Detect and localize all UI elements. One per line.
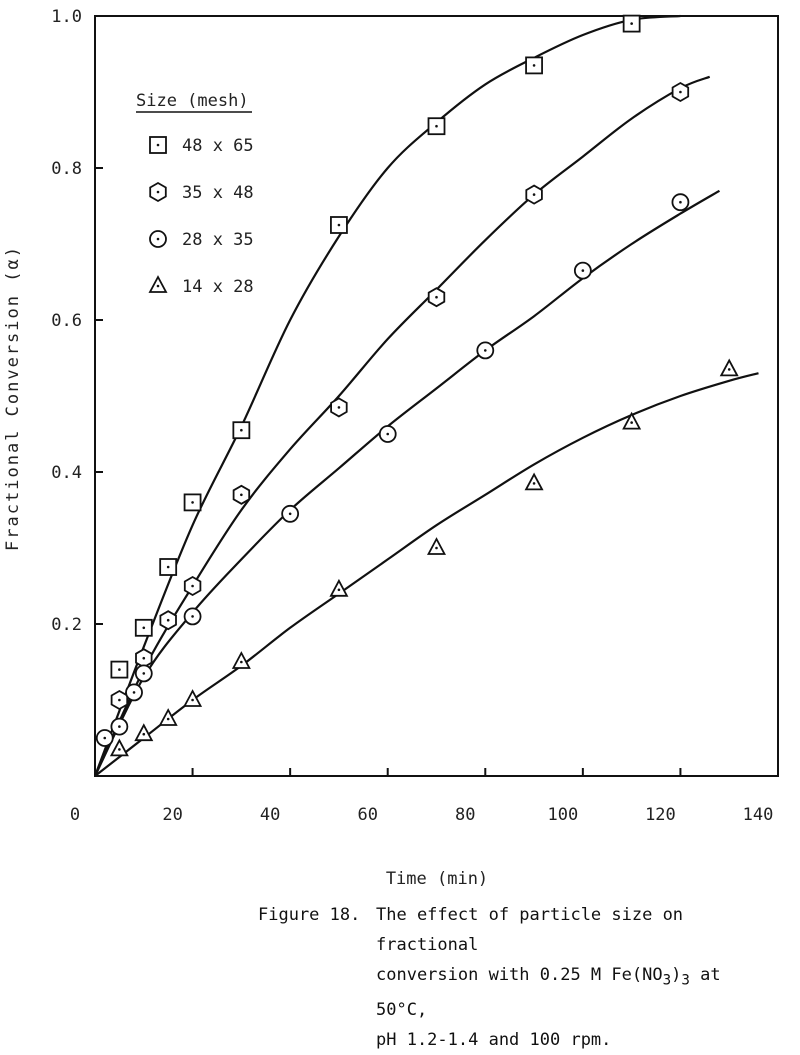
fit-curve-square	[93, 14, 681, 777]
legend-marker-hexagon	[149, 181, 167, 203]
data-point-triangle	[622, 411, 642, 430]
x-tick-label: 20	[162, 805, 182, 825]
data-point-circle	[95, 729, 114, 747]
y-axis-label: Fractional Conversion (α)	[3, 245, 23, 551]
data-point-hexagon	[159, 610, 177, 631]
fit-curve-hexagon	[94, 75, 711, 777]
caption-figure-number: Figure 18.	[258, 905, 361, 925]
chart: 0 20 40 60 80 100 120 140 0.2 0.4 0.6 0.8 1.0 Size (…	[3, 7, 779, 889]
data-point-hexagon	[110, 689, 129, 711]
data-point-square	[622, 14, 641, 33]
y-tick-label: 0.4	[51, 463, 82, 483]
data-point-triangle	[109, 738, 129, 757]
data-point-square	[330, 216, 348, 234]
data-point-square	[525, 56, 543, 75]
data-point-circle	[125, 683, 143, 702]
data-point-hexagon	[183, 575, 202, 597]
data-point-hexagon	[135, 648, 153, 669]
caption-line-2: conversion with 0.25 M Fe(NO3)3 at 50°C,	[376, 965, 721, 1021]
data-point-circle	[573, 261, 592, 280]
fit-curves	[93, 14, 759, 777]
data-point-circle	[378, 425, 397, 443]
figure-caption: Figure 18. The effect of particle size o…	[258, 900, 778, 1055]
plot-frame	[94, 15, 779, 777]
data-point-circle	[281, 504, 300, 523]
data-point-triangle	[134, 723, 154, 742]
data-point-circle	[183, 607, 202, 626]
data-point-square	[134, 618, 153, 637]
data-point-triangle	[231, 651, 251, 669]
data-point-triangle	[427, 537, 446, 555]
data-point-triangle	[329, 578, 349, 597]
legend-title: Size (mesh)	[136, 91, 249, 111]
legend-entry-label: 35 x 48	[182, 183, 254, 203]
x-tick-label: 60	[357, 805, 377, 825]
data-point-triangle	[524, 472, 544, 491]
data-markers	[95, 14, 739, 757]
data-point-square	[232, 421, 251, 440]
x-tick-label: 40	[260, 805, 280, 825]
legend-marker-circle	[149, 230, 167, 248]
data-point-hexagon	[330, 397, 348, 418]
data-point-triangle	[158, 708, 178, 726]
y-tick-label: 0.2	[51, 615, 82, 635]
fit-curve-triangle	[94, 372, 759, 777]
y-tick-label: 0.8	[51, 159, 82, 179]
data-point-hexagon	[525, 184, 543, 205]
data-point-square	[159, 558, 178, 576]
caption-line-3: pH 1.2-1.4 and 100 rpm.	[376, 1030, 612, 1051]
x-tick-label: 120	[645, 805, 676, 825]
data-point-hexagon	[671, 81, 690, 103]
data-point-hexagon	[427, 287, 446, 308]
axis-ticks: 0 20 40 60 80 100 120 140 0.2 0.4 0.6 0.8 1.0	[51, 7, 773, 825]
data-point-triangle	[183, 689, 203, 707]
x-tick-label: 0	[70, 805, 80, 825]
data-point-square	[183, 493, 202, 512]
y-tick-label: 1.0	[51, 7, 82, 27]
data-point-circle	[476, 341, 495, 360]
data-point-triangle	[719, 358, 739, 377]
data-point-hexagon	[232, 484, 251, 505]
legend-entry-label: 28 x 35	[182, 230, 254, 250]
data-point-circle	[134, 664, 153, 683]
legend-entry-label: 14 x 28	[182, 277, 254, 297]
legend-marker-triangle	[148, 275, 168, 293]
y-tick-label: 0.6	[51, 311, 82, 331]
x-axis-label: Time (min)	[386, 869, 488, 889]
legend: Size (mesh) 48 x 65 35 x 48 28 x 35 14 x 28	[136, 91, 254, 297]
data-point-circle	[671, 193, 690, 212]
data-point-circle	[110, 717, 129, 736]
x-tick-label: 80	[455, 805, 475, 825]
data-point-square	[110, 660, 129, 679]
x-tick-label: 100	[547, 805, 578, 825]
data-point-square	[427, 117, 446, 136]
caption-line-1: The effect of particle size on fractiona…	[376, 905, 684, 955]
legend-entry-label: 48 x 65	[182, 136, 254, 156]
x-tick-label: 140	[743, 805, 774, 825]
legend-marker-square	[149, 136, 167, 154]
